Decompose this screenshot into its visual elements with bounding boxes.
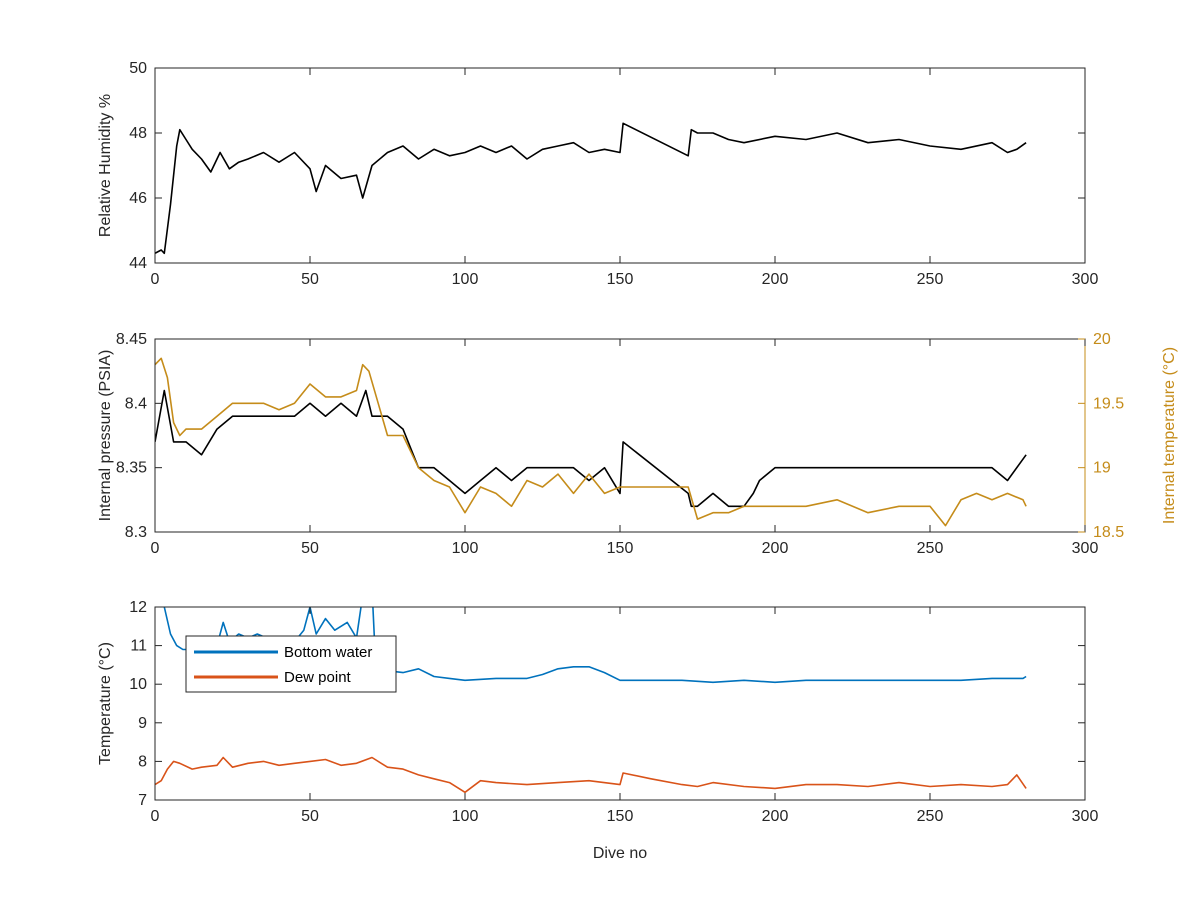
y-tick-label: 48 (129, 125, 147, 142)
y-tick-label: 8.4 (125, 395, 147, 412)
x-tick-label: 100 (452, 540, 479, 557)
y-tick-label: 8 (138, 753, 147, 770)
x-tick-label: 100 (452, 808, 479, 825)
y-tick-label: 9 (138, 715, 147, 732)
legend-box (185, 635, 397, 693)
x-axis-label: Dive no (593, 845, 647, 862)
x-tick-label: 0 (151, 271, 160, 288)
y-tick-label: 8.35 (116, 460, 147, 477)
x-tick-label: 300 (1072, 540, 1099, 557)
series-line-1 (155, 389, 1027, 508)
x-tick-label: 150 (607, 271, 634, 288)
y-tick-label: 12 (129, 599, 147, 616)
axes-frame (154, 338, 1086, 533)
x-tick-label: 50 (301, 540, 319, 557)
y-tick-label: 8.45 (116, 331, 147, 348)
y-axis-label: Temperature (°C) (97, 642, 114, 765)
y-axis-label: Internal pressure (PSIA) (97, 350, 114, 522)
x-tick-label: 150 (607, 808, 634, 825)
series-line-dew-point (155, 756, 1027, 794)
x-tick-label: 250 (917, 271, 944, 288)
y-right-tick-label: 19 (1093, 460, 1111, 477)
subplot-3: 0 50 100 150 200 250 300 7 8 9 10 11 12 Temperature (… (97, 599, 1099, 862)
series-group (155, 357, 1027, 527)
series-group (155, 122, 1027, 255)
y-tick-label: 10 (129, 676, 147, 693)
axes-frame (154, 67, 1086, 264)
x-tick-label: 50 (301, 808, 319, 825)
y-right-tick-label: 18.5 (1093, 524, 1124, 541)
x-tick-label: 300 (1072, 808, 1099, 825)
x-tick-label: 0 (151, 540, 160, 557)
legend: Bottom water Dew point (185, 635, 397, 693)
y-right-tick-label: 20 (1093, 331, 1111, 348)
y-tick-label: 11 (130, 638, 147, 655)
y-tick-label: 44 (129, 255, 147, 272)
series-line-2 (155, 357, 1027, 527)
y-tick-label: 46 (129, 190, 147, 207)
y-axis-label-right: Internal temperature (°C) (1161, 347, 1178, 524)
x-tick-label: 250 (917, 808, 944, 825)
subplot-2: 0 50 100 150 200 250 300 8.3 8.35 8.4 8.45 18.5 19 19… (97, 331, 1178, 557)
legend-label-dew-point: Dew point (284, 669, 352, 686)
x-tick-label: 200 (762, 808, 789, 825)
x-tick-label: 300 (1072, 271, 1099, 288)
y-tick-label: 7 (138, 792, 147, 809)
series-line-1 (155, 122, 1027, 255)
x-tick-label: 200 (762, 271, 789, 288)
y-tick-label: 50 (129, 60, 147, 77)
x-tick-label: 100 (452, 271, 479, 288)
subplot-1: 0 50 100 150 200 250 300 44 46 48 50 Relative Humid… (97, 60, 1098, 288)
y-right-tick-label: 19.5 (1093, 395, 1124, 412)
y-tick-label: 8.3 (125, 524, 147, 541)
x-tick-label: 150 (607, 540, 634, 557)
y-axis-label: Relative Humidity % (97, 94, 114, 237)
x-tick-label: 50 (301, 271, 319, 288)
x-tick-label: 0 (151, 808, 160, 825)
x-tick-label: 200 (762, 540, 789, 557)
x-tick-label: 250 (917, 540, 944, 557)
legend-label-bottom-water: Bottom water (284, 644, 372, 661)
